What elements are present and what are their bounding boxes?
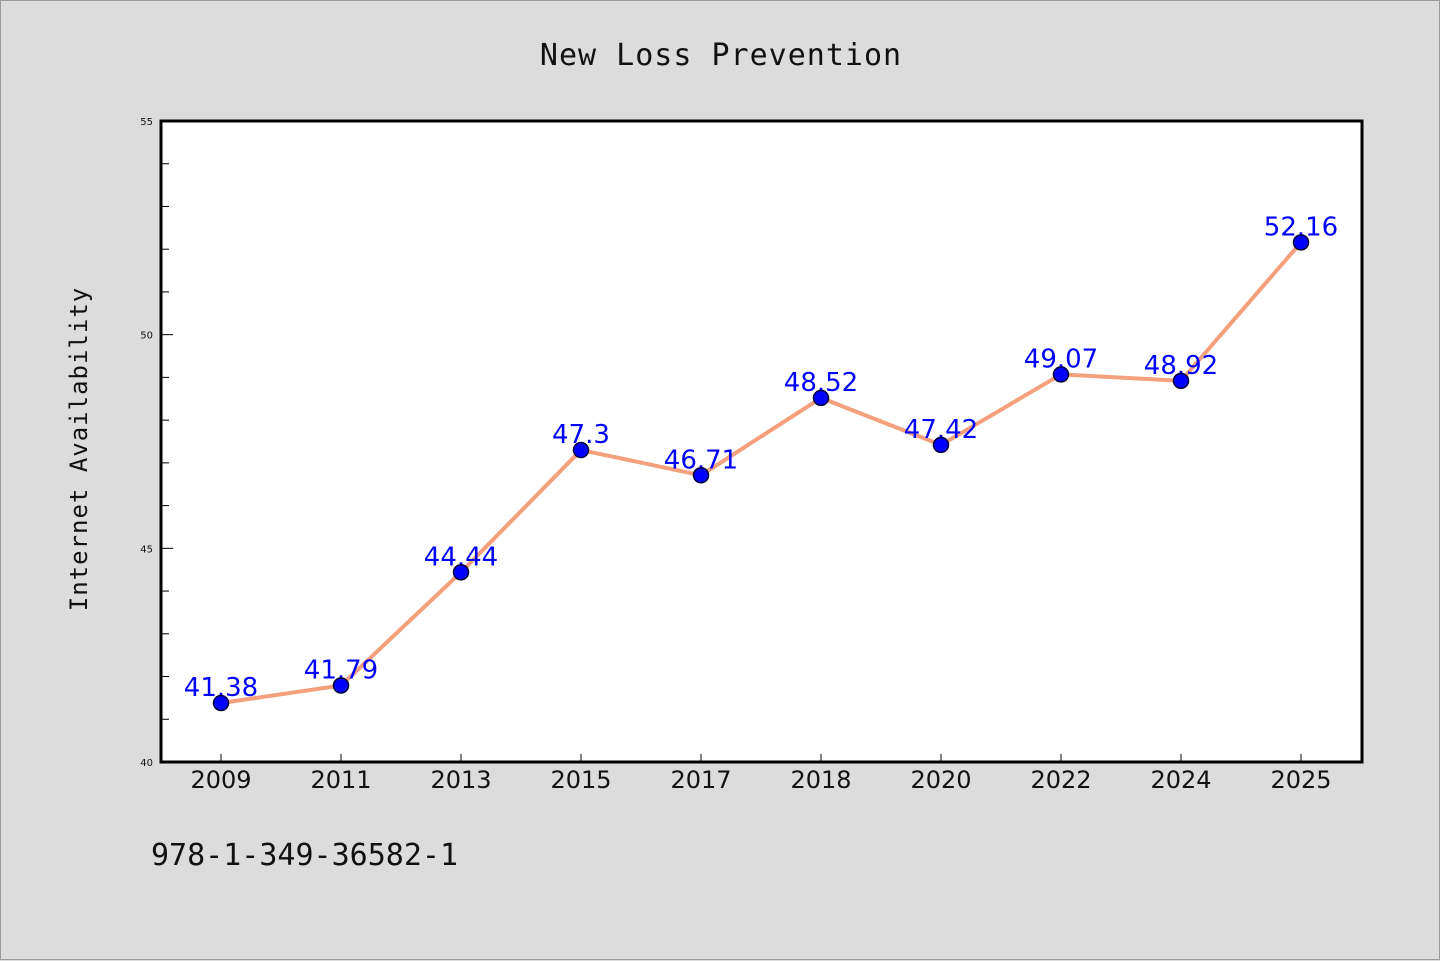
data-point xyxy=(1052,366,1070,383)
data-point xyxy=(1172,372,1190,390)
y-tick-label: 45 xyxy=(140,544,153,555)
data-point xyxy=(452,564,470,581)
x-tick-label: 2015 xyxy=(550,766,611,794)
data-point xyxy=(692,467,710,484)
data-point xyxy=(1292,234,1310,251)
y-tick-label: 50 xyxy=(140,331,153,342)
data-point xyxy=(332,677,350,694)
footer-isbn: 978-1-349-36582-1 xyxy=(151,838,458,873)
data-point xyxy=(932,436,950,454)
y-axis-label: Internet Availability xyxy=(65,287,93,611)
data-point xyxy=(812,389,830,407)
x-tick-label: 2013 xyxy=(430,766,491,794)
chart-title: New Loss Prevention xyxy=(540,38,902,73)
x-tick-label: 2009 xyxy=(190,766,251,794)
plot-frame xyxy=(159,119,1364,764)
series-line xyxy=(219,240,1303,706)
x-tick-label: 2018 xyxy=(790,766,851,794)
x-tick-label: 2024 xyxy=(1150,766,1211,794)
x-tick-label: 2017 xyxy=(670,766,731,794)
y-tick-label: 55 xyxy=(140,117,153,128)
plot-area xyxy=(161,121,1362,762)
y-tick-label: 40 xyxy=(140,758,153,769)
x-axis: 2009 2011 2013 2015 2017 2018 2020 2022 2024 2025 xyxy=(190,754,1332,794)
data-point xyxy=(572,441,590,459)
x-tick-label: 2020 xyxy=(910,766,971,794)
x-tick-label: 2022 xyxy=(1030,766,1091,794)
x-tick-label: 2025 xyxy=(1270,766,1331,794)
data-point xyxy=(212,694,230,712)
x-tick-label: 2011 xyxy=(310,766,371,794)
